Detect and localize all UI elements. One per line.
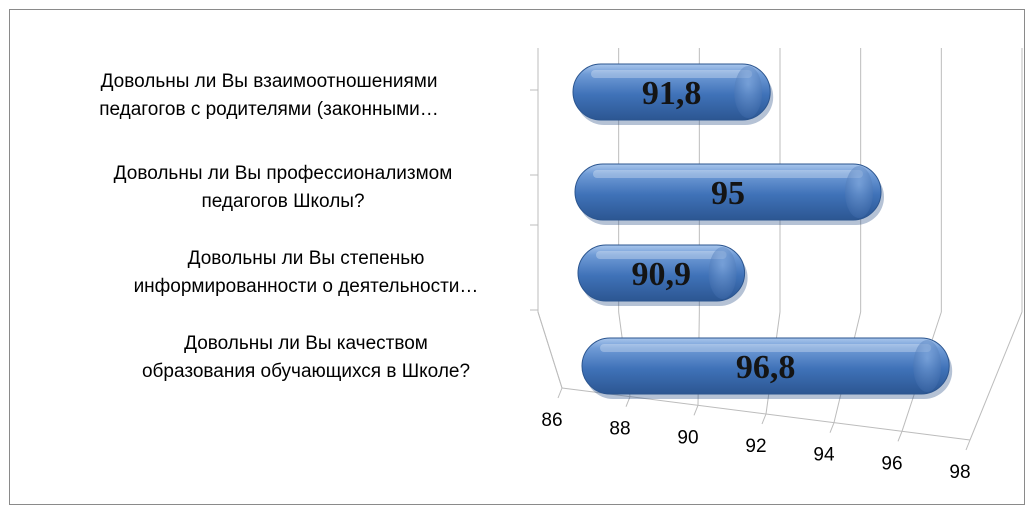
x-tick bbox=[761, 413, 767, 425]
x-tick bbox=[625, 396, 631, 407]
bar-data-label: 95 bbox=[711, 175, 745, 212]
category-label: Довольны ли Вы качеством образования обу… bbox=[141, 333, 471, 382]
bar-data-label: 91,8 bbox=[642, 75, 702, 112]
bar: 91,8 bbox=[572, 63, 774, 125]
chart-frame: 91,8 95 90,9 96,8 86 88 90 92 94 96 98 Довольны л… bbox=[9, 9, 1025, 505]
x-tick-label: 86 bbox=[541, 410, 562, 431]
bar-data-label: 96,8 bbox=[736, 349, 796, 386]
bar-chart: 91,8 95 90,9 96,8 86 88 90 92 94 96 98 bbox=[530, 48, 1023, 483]
category-label: Довольны ли Вы взаимоотношениями педагог… bbox=[99, 71, 439, 120]
x-tick bbox=[557, 387, 563, 399]
bar-data-label: 90,9 bbox=[632, 256, 692, 293]
x-tick bbox=[897, 431, 903, 442]
bar-layer: 91,8 95 90,9 96,8 bbox=[572, 63, 953, 399]
x-tick-label: 96 bbox=[881, 453, 902, 474]
x-tick-label: 98 bbox=[949, 462, 970, 483]
bar: 96,8 bbox=[581, 337, 953, 399]
floor-gridline bbox=[537, 311, 563, 389]
category-label: Довольны ли Вы профессионализмом педагог… bbox=[113, 163, 453, 212]
x-tick bbox=[693, 405, 699, 416]
floor-gridline bbox=[969, 311, 1023, 441]
x-tick-label: 92 bbox=[745, 436, 766, 457]
bar: 90,9 bbox=[577, 244, 748, 306]
x-tick-label: 94 bbox=[813, 445, 835, 466]
bar: 95 bbox=[574, 163, 884, 225]
x-tick bbox=[829, 422, 835, 433]
category-label: Довольны ли Вы степенью информированност… bbox=[133, 248, 479, 297]
x-tick-labels: 86 88 90 92 94 96 98 bbox=[541, 410, 970, 483]
x-tick-label: 88 bbox=[609, 419, 630, 440]
x-tick-label: 90 bbox=[677, 427, 698, 448]
x-tick bbox=[965, 439, 971, 451]
